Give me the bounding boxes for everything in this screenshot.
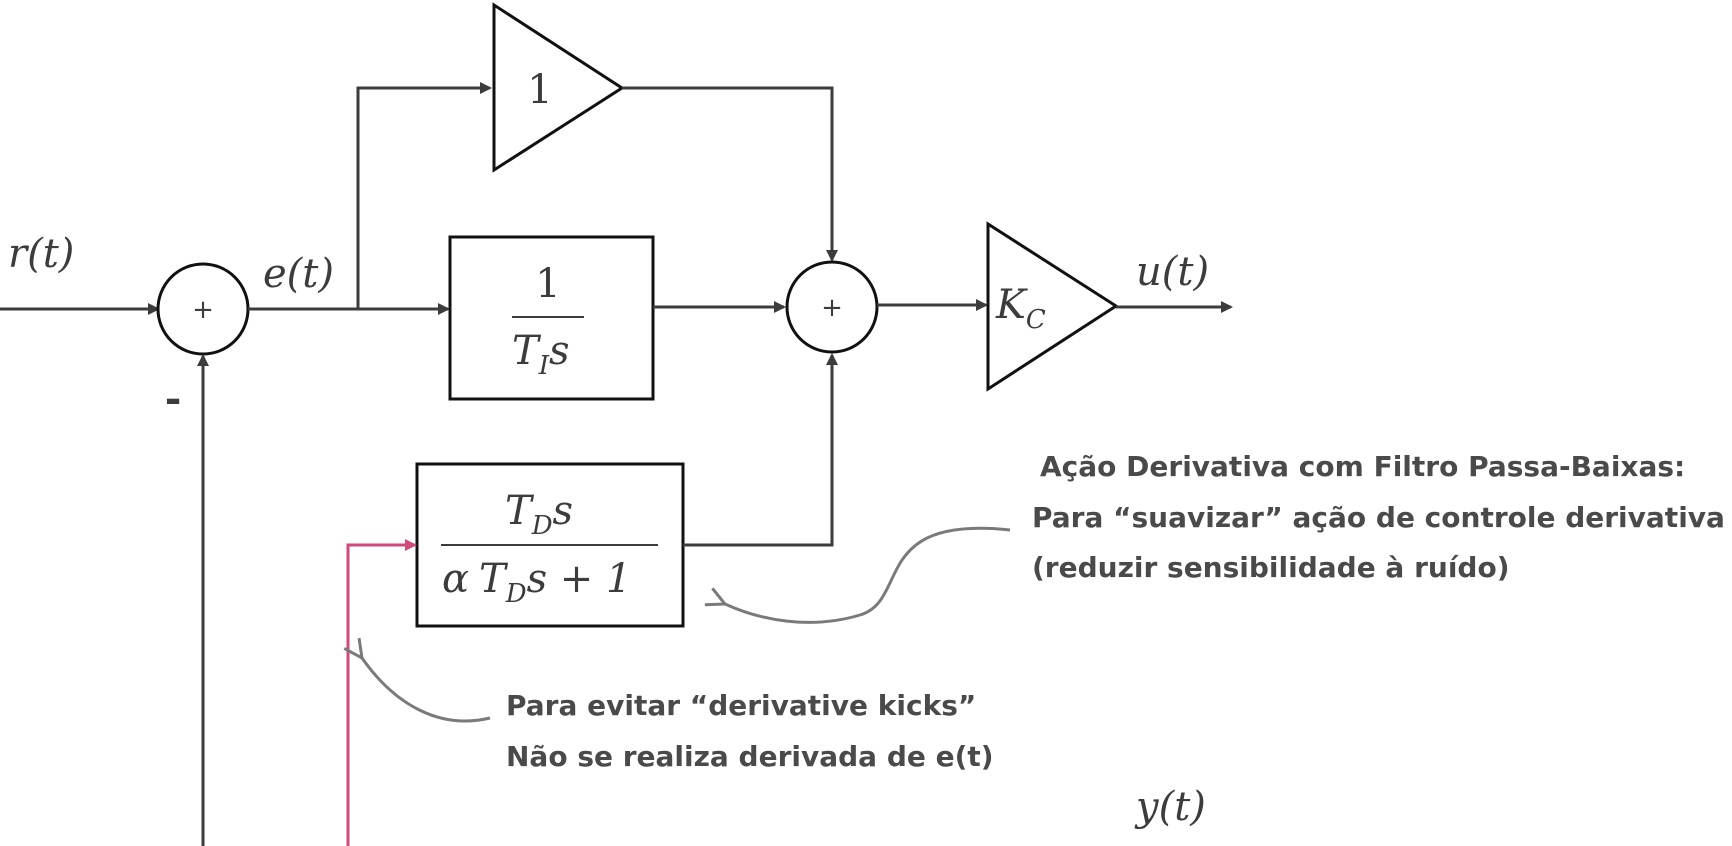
pid-summing-junction <box>785 260 879 354</box>
kick-annotation-arrow <box>362 658 491 723</box>
kick-annotation-line1: Para evitar “derivative kicks” <box>506 689 976 722</box>
error-sum-plus-sign: + <box>192 295 214 325</box>
error-label: e(t) <box>263 251 334 297</box>
proportional-branch-line <box>356 82 492 309</box>
controller-gain-block <box>986 221 1119 392</box>
derivative-feed-line <box>346 539 417 846</box>
negative-feedback-sign: - <box>165 375 182 422</box>
proportional-output-line <box>622 86 838 262</box>
proportional-gain-block <box>492 2 625 173</box>
measurement-label: y(t) <box>1134 784 1206 830</box>
proportional-gain-value: 1 <box>527 67 552 113</box>
derivative-denominator: α TDs + 1 <box>442 556 631 609</box>
kick-annotation-line2: Não se realiza derivada de e(t) <box>506 740 994 773</box>
filter-annotation-title: Ação Derivativa com Filtro Passa-Baixas: <box>1040 450 1685 483</box>
reference-label: r(t) <box>8 231 74 277</box>
control-output-label: u(t) <box>1136 249 1209 295</box>
filter-annotation-arrow <box>725 526 1011 624</box>
derivative-output-line <box>683 353 838 547</box>
integral-numerator: 1 <box>535 261 560 307</box>
integral-block <box>448 235 655 401</box>
pid-sum-plus-sign: + <box>821 293 843 323</box>
filter-annotation-line2: Para “suavizar” ação de controle derivat… <box>1032 501 1725 534</box>
filter-annotation-line3: (reduzir sensibilidade à ruído) <box>1032 551 1510 584</box>
controller-gain-label: KC <box>995 282 1046 335</box>
integral-denominator: TIs <box>512 328 570 381</box>
derivative-numerator: TDs <box>505 488 573 541</box>
